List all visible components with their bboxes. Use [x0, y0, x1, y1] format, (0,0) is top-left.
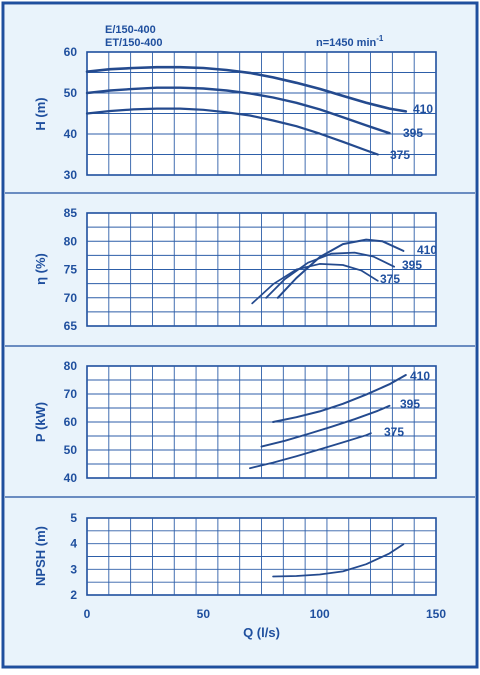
y-axis-label: NPSH (m) [33, 526, 48, 586]
y-tick-label: 60 [64, 45, 78, 59]
series-label-410: 410 [413, 102, 433, 116]
model-label-2: ET/150-400 [105, 37, 162, 49]
series-line-375 [251, 263, 379, 305]
y-tick-label: 30 [64, 168, 78, 182]
y-tick-label: 40 [64, 471, 78, 485]
y-tick-label: 60 [64, 415, 78, 429]
y-tick-label: 70 [64, 387, 78, 401]
series-label-375: 375 [380, 272, 400, 286]
x-tick-label: 100 [310, 607, 330, 621]
y-tick-label: 40 [64, 127, 78, 141]
series-line-395 [85, 86, 391, 135]
series-label-395: 395 [402, 258, 422, 272]
series-line-410 [276, 238, 405, 299]
y-axis-label: η (%) [33, 253, 48, 285]
y-tick-label: 80 [64, 359, 78, 373]
y-tick-label: 3 [70, 562, 77, 576]
x-tick-label: 50 [197, 607, 211, 621]
y-axis-label: H (m) [33, 97, 48, 130]
series-line-395 [265, 251, 395, 299]
series-line-410 [272, 374, 407, 423]
y-tick-label: 2 [70, 588, 77, 602]
series-label-410: 410 [417, 243, 437, 257]
model-label-1: E/150-400 [105, 24, 156, 36]
x-tick-label: 150 [426, 607, 446, 621]
y-tick-label: 4 [70, 537, 77, 551]
series-label-375: 375 [390, 148, 410, 162]
series-line-410 [85, 65, 408, 113]
series-line-375 [249, 432, 372, 470]
y-tick-label: 5 [70, 511, 77, 525]
series-line-395 [260, 404, 391, 448]
series-line-npsh [272, 543, 405, 578]
series-label-410: 410 [410, 369, 430, 383]
series-label-395: 395 [400, 397, 420, 411]
y-tick-label: 80 [64, 234, 78, 248]
x-tick-label: 0 [84, 607, 91, 621]
y-tick-label: 85 [64, 206, 78, 220]
y-tick-label: 75 [64, 263, 78, 277]
speed-value: n=1450 min [316, 37, 377, 49]
x-axis-label: Q (l/s) [243, 625, 280, 640]
speed-label: n=1450 min-1 [316, 34, 384, 49]
series-label-395: 395 [403, 126, 423, 140]
speed-exponent: -1 [376, 34, 384, 43]
y-tick-label: 65 [64, 319, 78, 333]
y-tick-label: 50 [64, 443, 78, 457]
y-tick-label: 70 [64, 291, 78, 305]
series-label-375: 375 [384, 425, 404, 439]
series-line-375 [85, 107, 379, 156]
y-tick-label: 50 [64, 86, 78, 100]
y-axis-label: P (kW) [33, 402, 48, 442]
